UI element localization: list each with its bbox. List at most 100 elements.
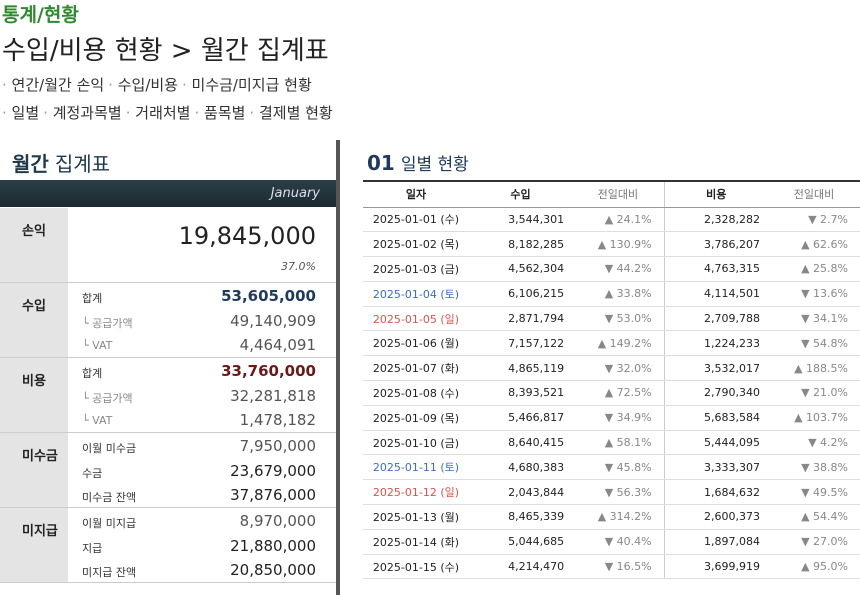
date-cell: 2025-01-09 (목) xyxy=(363,405,469,431)
summary-section: 미지급 이월 미지급 8,970,000 지급 21,880,000 미지급 잔액 20,8… xyxy=(0,508,336,583)
summary-row: 합계 53,605,000 xyxy=(68,285,336,309)
section-label: 수입 xyxy=(0,283,68,357)
amount-cell: 2,043,844 xyxy=(469,479,573,506)
divider xyxy=(336,140,340,595)
nav-link[interactable]: 계정과목별 xyxy=(43,104,122,122)
amount-cell: 4,865,119 xyxy=(469,355,573,382)
profit-section: 손익 19,845,000 37.0% xyxy=(0,208,336,283)
table-row: 2025-01-01 (수) 3,544,301 ▲ 24.1% 2,328,282 ▼… xyxy=(363,207,860,233)
amount-cell: 2,709,788 xyxy=(664,306,768,332)
nav-link[interactable]: 수입/비용 xyxy=(108,76,178,94)
nav-link[interactable]: 거래처별 xyxy=(126,104,191,122)
table-row: 2025-01-06 (월) 7,157,122 ▲ 149.2% 1,224,233… xyxy=(363,330,860,357)
change-cell: ▼ 53.0% xyxy=(572,306,665,332)
amount-cell: 8,393,521 xyxy=(469,380,573,406)
row-value: 53,605,000 xyxy=(221,287,316,305)
summary-row: 미지급 잔액 20,850,000 xyxy=(68,559,336,583)
date-cell: 2025-01-04 (토) xyxy=(363,281,469,307)
row-label: 합계 xyxy=(82,367,103,380)
summary-row: └ 공급가액 32,281,818 xyxy=(68,385,336,409)
summary-section: 수입 합계 53,605,000 └ 공급가액 49,140,909 └ VAT 4,464… xyxy=(0,283,336,358)
change-cell: ▼ 49.5% xyxy=(768,479,860,506)
table-row: 2025-01-03 (금) 4,562,304 ▼ 44.2% 4,763,315 ▲… xyxy=(363,256,860,282)
nav-link[interactable]: 연간/월간 손익 xyxy=(2,76,104,94)
table-row: 2025-01-05 (일) 2,871,794 ▼ 53.0% 2,709,788 ▼… xyxy=(363,306,860,332)
section-label: 미지급 xyxy=(0,508,68,582)
row-value: 32,281,818 xyxy=(230,386,316,405)
change-cell: ▼ 4.2% xyxy=(768,430,860,456)
date-cell: 2025-01-15 (수) xyxy=(363,554,469,580)
summary-row: 미수금 잔액 37,876,000 xyxy=(68,484,336,508)
page-title: 수입/비용 현황 > 월간 집계표 xyxy=(2,36,329,66)
summary-section: 미수금 이월 미수금 7,950,000 수금 23,679,000 미수금 잔액 37,8… xyxy=(0,433,336,508)
amount-cell: 3,786,207 xyxy=(664,231,768,258)
amount-cell: 3,333,307 xyxy=(664,454,768,481)
row-label: └ VAT xyxy=(82,339,113,352)
change-cell: ▲ 24.1% xyxy=(572,207,665,233)
row-value: 21,880,000 xyxy=(230,536,316,555)
summary-row: └ 공급가액 49,140,909 xyxy=(68,310,336,334)
change-cell: ▼ 40.4% xyxy=(572,529,665,555)
summary-row: 합계 33,760,000 xyxy=(68,360,336,384)
section-label: 손익 xyxy=(0,208,68,282)
amount-cell: 3,699,919 xyxy=(664,554,768,580)
change-cell: ▲ 25.8% xyxy=(768,256,860,282)
amount-cell: 1,897,084 xyxy=(664,529,768,555)
change-cell: ▼ 16.5% xyxy=(572,554,665,580)
amount-cell: 8,465,339 xyxy=(469,504,573,530)
amount-cell: 8,640,415 xyxy=(469,430,573,456)
amount-cell: 4,763,315 xyxy=(664,256,768,282)
change-cell: ▼ 56.3% xyxy=(572,479,665,506)
summary-row: └ VAT 1,478,182 xyxy=(68,409,336,433)
column-header: 일자 xyxy=(363,181,469,208)
amount-cell: 8,182,285 xyxy=(469,231,573,258)
row-label: 수금 xyxy=(82,466,103,480)
amount-cell: 2,328,282 xyxy=(664,207,768,233)
summary-row: 지급 21,880,000 xyxy=(68,535,336,559)
summary-row: 이월 미지급 8,970,000 xyxy=(68,510,336,534)
column-header: 전일대비 xyxy=(768,181,860,208)
table-row: 2025-01-07 (화) 4,865,119 ▼ 32.0% 3,532,017 ▲… xyxy=(363,355,860,382)
date-cell: 2025-01-07 (화) xyxy=(363,355,469,382)
nav-link[interactable]: 결제별 현황 xyxy=(249,104,332,122)
breadcrumb: 통계/현황 xyxy=(2,4,79,26)
amount-cell: 4,114,501 xyxy=(664,281,768,307)
change-cell: ▲ 54.4% xyxy=(768,504,860,530)
link-row: 일별계정과목별거래처별품목별결제별 현황 xyxy=(2,102,337,123)
amount-cell: 1,224,233 xyxy=(664,330,768,357)
row-label: └ 공급가액 xyxy=(82,391,133,405)
date-cell: 2025-01-06 (월) xyxy=(363,330,469,357)
table-row: 2025-01-13 (월) 8,465,339 ▲ 314.2% 2,600,373… xyxy=(363,504,860,530)
change-cell: ▼ 13.6% xyxy=(768,281,860,307)
summary-title: 월간 집계표 xyxy=(12,148,110,177)
column-header: 비용 xyxy=(664,181,768,208)
table-row: 2025-01-11 (토) 4,680,383 ▼ 45.8% 3,333,307 ▼… xyxy=(363,454,860,481)
date-cell: 2025-01-03 (금) xyxy=(363,256,469,282)
row-value: 33,760,000 xyxy=(221,362,316,380)
row-label: └ VAT xyxy=(82,414,113,427)
row-label: 미수금 잔액 xyxy=(82,491,137,504)
row-label: 이월 미수금 xyxy=(82,442,137,455)
row-label: 합계 xyxy=(82,292,103,305)
change-cell: ▲ 58.1% xyxy=(572,430,665,456)
amount-cell: 5,444,095 xyxy=(664,430,768,456)
amount-cell: 2,871,794 xyxy=(469,306,573,332)
row-label: 미지급 잔액 xyxy=(82,566,137,579)
amount-cell: 3,544,301 xyxy=(469,207,573,233)
table-row: 2025-01-10 (금) 8,640,415 ▲ 58.1% 5,444,095 ▼… xyxy=(363,430,860,456)
amount-cell: 2,600,373 xyxy=(664,504,768,530)
nav-link[interactable]: 미수금/미지급 현황 xyxy=(182,76,312,94)
row-value: 49,140,909 xyxy=(230,311,316,330)
change-cell: ▲ 314.2% xyxy=(572,504,665,530)
change-cell: ▲ 33.8% xyxy=(572,281,665,307)
header-row: 일자 수입 전일대비 비용 전일대비 xyxy=(363,181,860,208)
profit-value: 19,845,000 xyxy=(178,222,316,250)
row-value: 4,464,091 xyxy=(239,336,316,354)
link-row: 연간/월간 손익수입/비용미수금/미지급 현황 xyxy=(2,74,316,95)
date-cell: 2025-01-10 (금) xyxy=(363,430,469,456)
change-cell: ▲ 72.5% xyxy=(572,380,665,406)
nav-link[interactable]: 일별 xyxy=(2,104,39,122)
nav-link[interactable]: 품목별 xyxy=(194,104,245,122)
table-row: 2025-01-12 (일) 2,043,844 ▼ 56.3% 1,684,632 ▼… xyxy=(363,479,860,506)
